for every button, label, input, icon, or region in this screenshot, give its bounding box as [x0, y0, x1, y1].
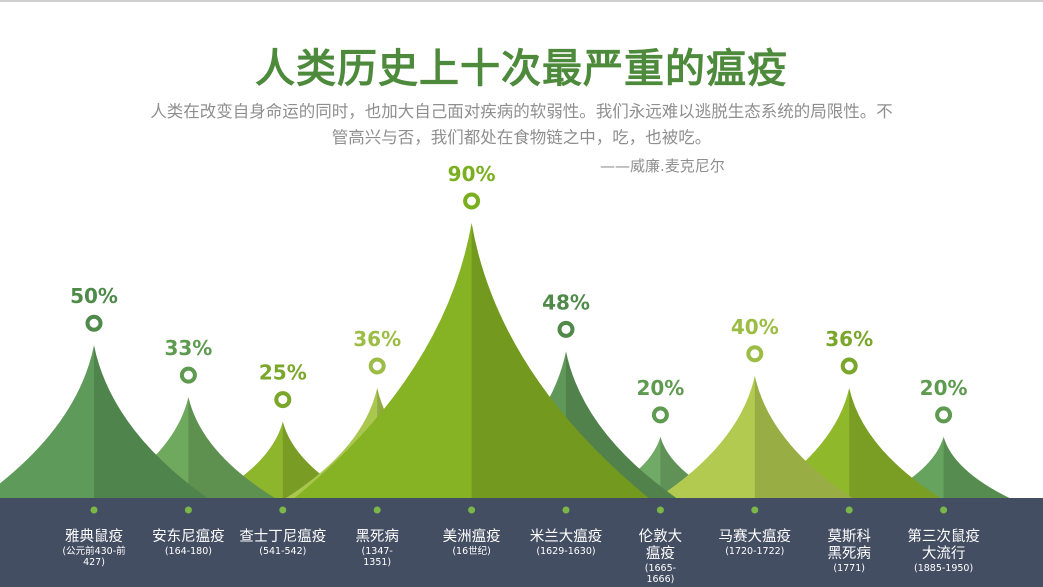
peak-shade	[188, 397, 275, 498]
category-period: (1347-	[362, 546, 393, 557]
category-period: (1629-1630)	[536, 546, 595, 557]
axis-dot	[656, 506, 664, 514]
category-period: 1351)	[363, 557, 391, 568]
category-label: 雅典鼠疫	[65, 528, 123, 545]
top-divider	[0, 0, 1043, 2]
category-label: 伦敦大	[639, 528, 683, 545]
value-label: 25%	[259, 361, 307, 385]
category-label: 马赛大瘟疫	[719, 527, 792, 545]
peak-5	[294, 223, 649, 498]
value-label: 36%	[825, 327, 873, 351]
value-label: 20%	[920, 376, 968, 400]
peak-marker-ring	[651, 406, 669, 424]
category-period: (1771)	[833, 563, 865, 574]
category-period: (541-542)	[259, 546, 306, 557]
label-band	[0, 498, 1043, 587]
value-label: 40%	[731, 315, 779, 339]
peak-shade	[943, 436, 1010, 498]
value-label: 20%	[636, 376, 684, 400]
peak-shade	[754, 375, 853, 498]
category-label: 查士丁尼瘟疫	[239, 527, 326, 545]
value-label: 48%	[542, 290, 590, 314]
category-period: (164-180)	[165, 546, 212, 557]
category-label: 米兰大瘟疫	[530, 527, 603, 545]
category-label: 莫斯科	[827, 528, 871, 545]
category-period: (公元前430-前	[62, 545, 125, 557]
peak-marker-ring	[840, 357, 858, 375]
axis-dot	[184, 506, 192, 514]
peak-marker-ring	[368, 357, 386, 375]
peak-shape	[657, 375, 853, 498]
axis-dot	[562, 506, 570, 514]
peak-shape	[294, 223, 649, 498]
category-label: 安东尼瘟疫	[152, 527, 225, 545]
category-period: 427)	[83, 557, 105, 568]
value-label: 36%	[353, 327, 401, 351]
category-period: (16世纪)	[452, 545, 491, 557]
peak-1	[0, 345, 208, 498]
peak-marker-ring	[274, 391, 292, 409]
peak-marker-ring	[85, 314, 103, 332]
axis-dot	[940, 506, 948, 514]
axis-dot	[468, 506, 476, 514]
category-label: 黑死病	[355, 528, 399, 545]
peak-marker-ring	[746, 345, 764, 363]
peak-marker-ring	[179, 366, 197, 384]
category-period: (1720-1722)	[725, 546, 784, 557]
category-label: 大流行	[922, 545, 966, 562]
peak-marker-ring	[463, 192, 481, 210]
peak-shade	[471, 223, 649, 498]
category-period: 1666)	[646, 574, 674, 585]
peak-shade	[282, 421, 357, 498]
axis-dot	[845, 506, 853, 514]
peak-marker-ring	[935, 406, 953, 424]
peak-marker-ring	[557, 320, 575, 338]
category-label: 第三次鼠疫	[907, 527, 980, 545]
quote-text: 人类在改变自身命运的同时，也加大自己面对疾病的软弱性。我们永远难以逃脱生态系统的…	[150, 102, 893, 147]
category-label: 美洲瘟疫	[443, 527, 501, 545]
category-label: 瘟疫	[646, 544, 675, 562]
peak-shade	[94, 345, 208, 498]
value-label: 90%	[448, 162, 496, 186]
axis-dot	[373, 506, 381, 514]
axis-dot	[90, 506, 98, 514]
category-period: (1665-	[645, 563, 676, 574]
category-period: (1885-1950)	[914, 563, 973, 574]
quote-attribution: ——威廉.麦克尼尔	[600, 157, 725, 175]
peak-shade	[660, 436, 727, 498]
peak-8	[657, 375, 853, 498]
page-title: 人类历史上十次最严重的瘟疫	[255, 46, 788, 92]
value-label: 33%	[164, 336, 212, 360]
value-label: 50%	[70, 284, 118, 308]
category-label: 黑死病	[827, 545, 871, 562]
peak-shade	[849, 388, 941, 498]
axis-dot	[751, 506, 759, 514]
peak-shape	[0, 345, 208, 498]
axis-dot	[279, 506, 287, 514]
